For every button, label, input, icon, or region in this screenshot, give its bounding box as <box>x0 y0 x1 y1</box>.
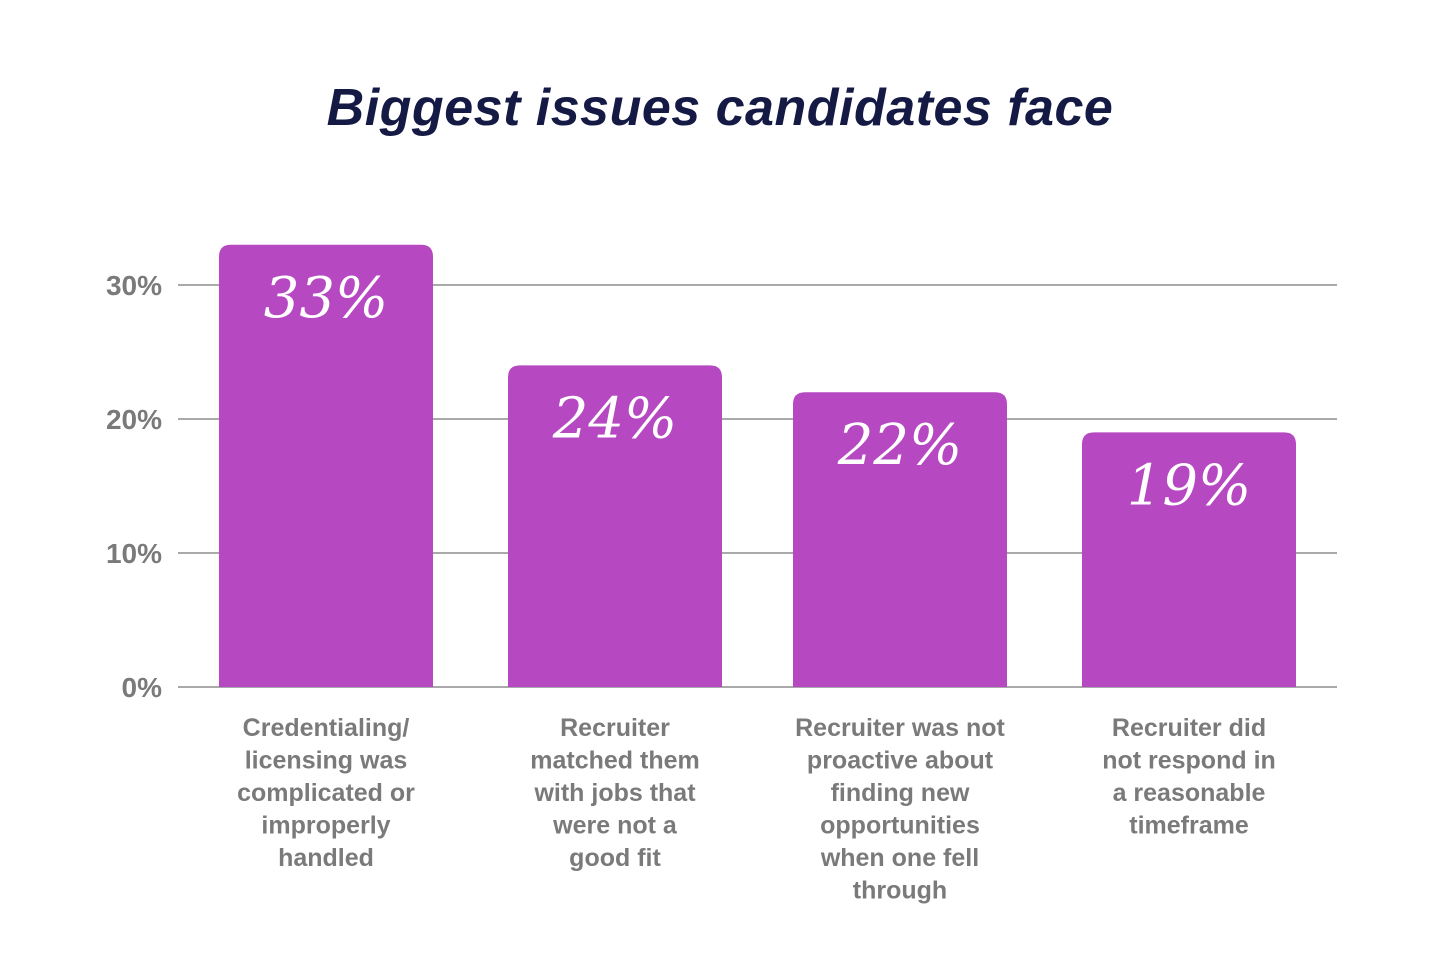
bar-3 <box>793 392 1007 687</box>
y-axis-tick-labels: 0% 10% 20% 30% <box>106 270 162 703</box>
bar-4 <box>1082 432 1296 687</box>
bar-1 <box>219 244 433 688</box>
category-label-line: were not a <box>552 812 678 840</box>
category-label-line: when one fell <box>820 844 979 872</box>
value-label-3: 22% <box>837 413 962 478</box>
y-tick-label-30: 30% <box>106 270 162 301</box>
category-label-line: improperly <box>261 812 390 840</box>
category-label-line: with jobs that <box>533 779 696 807</box>
category-label-line: a reasonable <box>1113 779 1266 807</box>
category-label-line: proactive about <box>807 747 994 775</box>
category-label-line: through <box>853 877 947 905</box>
value-label-1: 33% <box>264 266 388 331</box>
value-labels: 33% 24% 22% 19% <box>264 266 1251 519</box>
category-label-line: complicated or <box>237 779 415 807</box>
chart-title: Biggest issues candidates face <box>326 79 1114 137</box>
y-tick-label-10: 10% <box>106 538 162 569</box>
category-label-3: Recruiter was not proactive about finding … <box>795 714 1005 905</box>
category-labels: Credentialing/licensing was complicated o… <box>237 714 1276 905</box>
category-label-line: Recruiter was not <box>795 714 1005 742</box>
category-label-line: finding new <box>831 779 970 807</box>
category-label-line: Recruiter did <box>1112 714 1266 742</box>
value-label-4: 19% <box>1127 453 1251 518</box>
category-label-4: Recruiter did not respond in a reasonable t… <box>1102 714 1276 840</box>
category-label-1: Credentialing/licensing was complicated o… <box>237 714 415 872</box>
category-label-line: Credentialing/ <box>243 714 410 742</box>
y-tick-label-20: 20% <box>106 404 162 435</box>
bars <box>219 244 1296 688</box>
category-label-line: Recruiter <box>560 714 670 742</box>
category-label-line: opportunities <box>820 812 980 840</box>
value-label-2: 24% <box>552 386 677 451</box>
category-label-line: good fit <box>569 844 661 872</box>
category-label-line: timeframe <box>1129 812 1249 840</box>
y-tick-label-0: 0% <box>122 672 163 703</box>
category-label-2: Recruiter matched them with jobs that were … <box>530 714 699 872</box>
category-label-line: handled <box>278 844 374 872</box>
bar-2 <box>508 365 722 687</box>
category-label-line: not respond in <box>1102 747 1276 775</box>
category-label-line: matched them <box>530 747 699 775</box>
category-label-line: licensing was <box>245 747 408 775</box>
